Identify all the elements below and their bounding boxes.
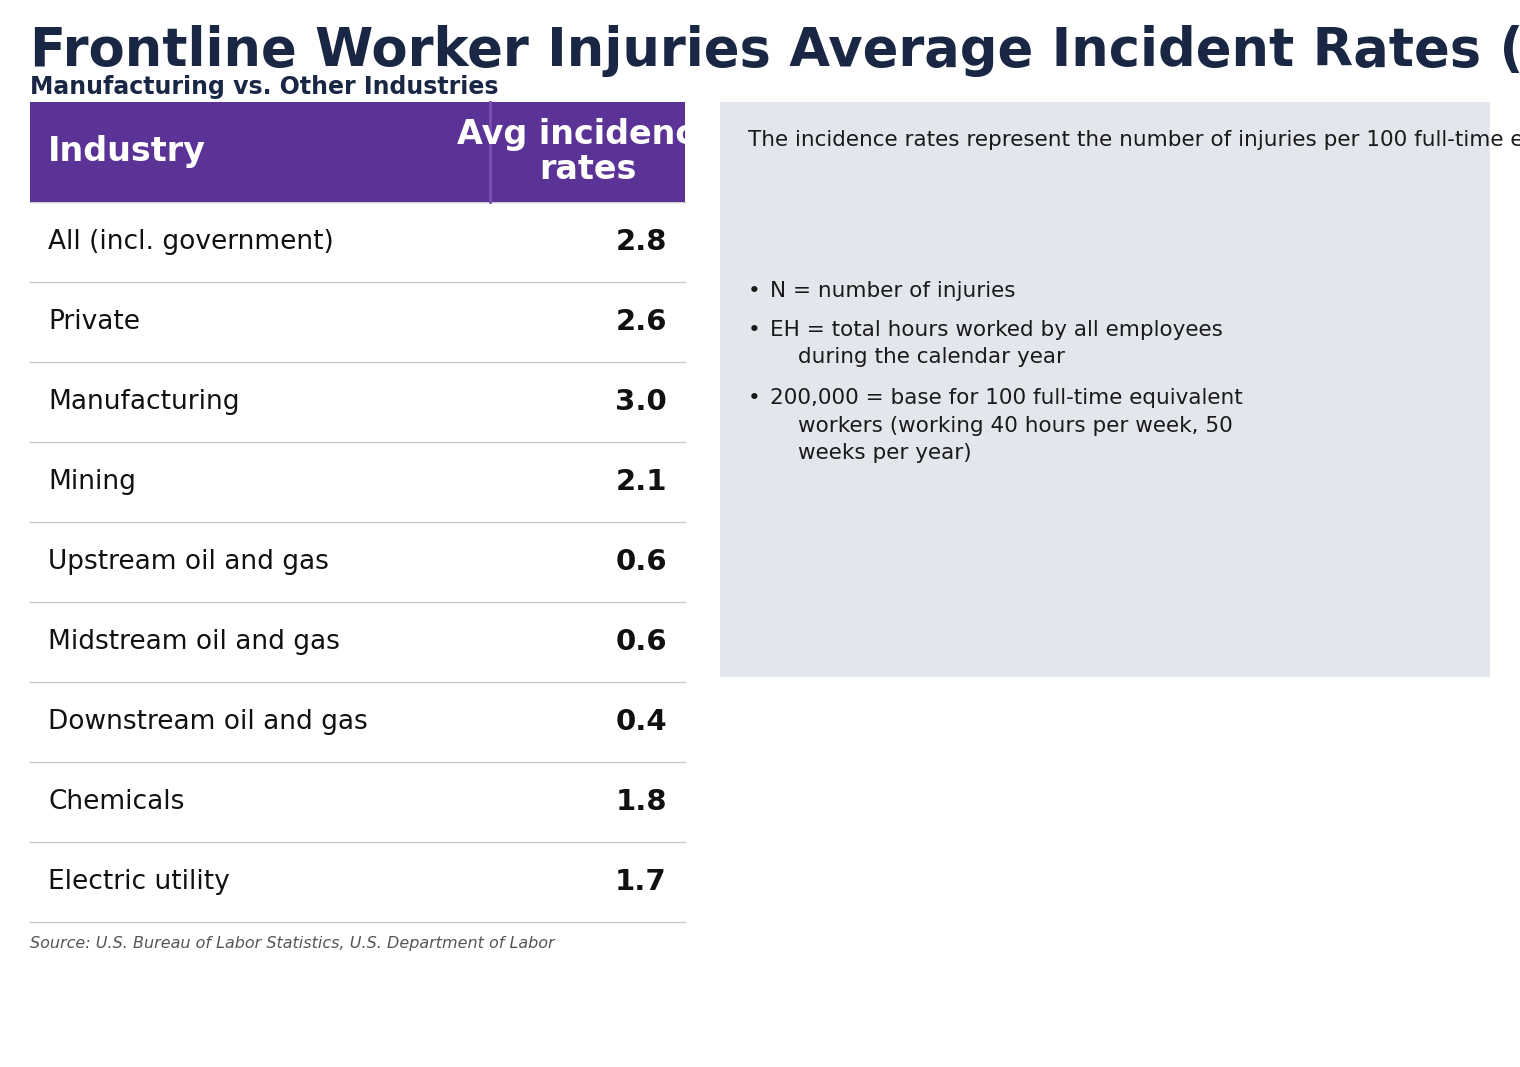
Text: 2.6: 2.6 — [616, 308, 667, 336]
Bar — [30, 102, 686, 202]
Text: •: • — [748, 388, 760, 409]
Text: 200,000 = base for 100 full-time equivalent: 200,000 = base for 100 full-time equival… — [771, 388, 1243, 409]
Text: Avg incidence
rates: Avg incidence rates — [458, 117, 717, 187]
Text: Source: U.S. Bureau of Labor Statistics, U.S. Department of Labor: Source: U.S. Bureau of Labor Statistics,… — [30, 936, 555, 951]
Text: Frontline Worker Injuries Average Incident Rates (2019): Frontline Worker Injuries Average Incide… — [30, 25, 1520, 77]
Text: 0.4: 0.4 — [616, 708, 667, 736]
Text: Private: Private — [49, 309, 140, 335]
Bar — [720, 102, 1490, 676]
Text: Downstream oil and gas: Downstream oil and gas — [49, 708, 368, 735]
Text: workers (working 40 hours per week, 50: workers (working 40 hours per week, 50 — [798, 416, 1233, 435]
Text: All (incl. government): All (incl. government) — [49, 229, 334, 255]
Text: 3.0: 3.0 — [616, 388, 667, 416]
Text: Upstream oil and gas: Upstream oil and gas — [49, 550, 328, 575]
Text: Midstream oil and gas: Midstream oil and gas — [49, 630, 340, 655]
Text: 2.8: 2.8 — [616, 228, 667, 256]
Text: The incidence rates represent the number of injuries per 100 full-time equivalen: The incidence rates represent the number… — [748, 130, 1520, 150]
Text: 2.1: 2.1 — [616, 468, 667, 496]
Text: N = number of injuries: N = number of injuries — [771, 282, 1015, 301]
Text: Chemicals: Chemicals — [49, 789, 184, 815]
Text: Manufacturing vs. Other Industries: Manufacturing vs. Other Industries — [30, 75, 499, 99]
Text: 1.8: 1.8 — [616, 789, 667, 816]
Text: 1.7: 1.7 — [616, 867, 667, 896]
Text: EH = total hours worked by all employees: EH = total hours worked by all employees — [771, 320, 1224, 339]
Text: •: • — [748, 282, 760, 301]
Text: Manufacturing: Manufacturing — [49, 389, 240, 415]
Text: •: • — [748, 320, 760, 339]
Text: 0.6: 0.6 — [616, 548, 667, 576]
Text: weeks per year): weeks per year) — [798, 443, 971, 463]
Text: Industry: Industry — [49, 136, 205, 169]
Text: 0.6: 0.6 — [616, 628, 667, 656]
Text: Mining: Mining — [49, 469, 135, 495]
Text: during the calendar year: during the calendar year — [798, 347, 1066, 367]
Text: Electric utility: Electric utility — [49, 869, 230, 895]
